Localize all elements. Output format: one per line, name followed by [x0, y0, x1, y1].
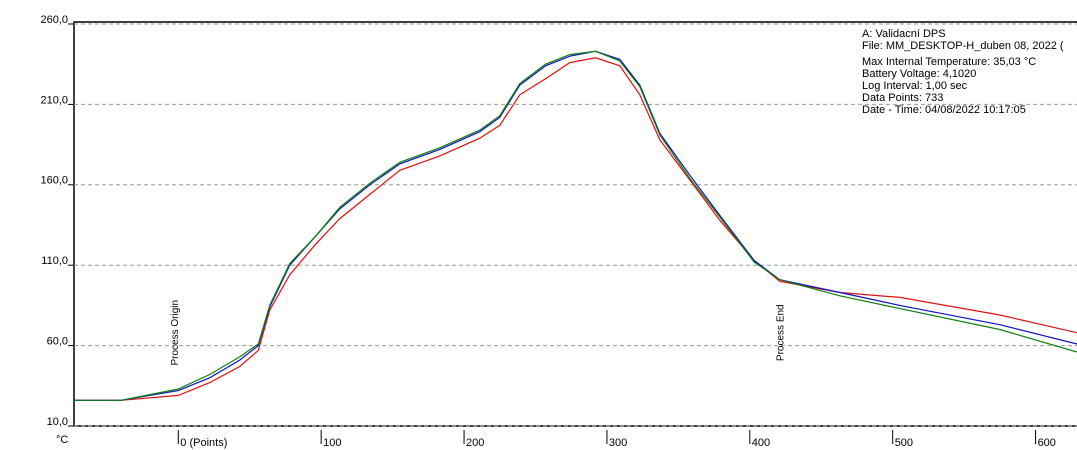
series-line: [74, 50, 1077, 401]
y-tick-label: 10,0: [47, 416, 68, 428]
y-tick-label: 60,0: [47, 336, 68, 348]
info-line: A: Validacní DPS: [862, 28, 946, 40]
info-line: Log Interval: 1,00 sec: [862, 80, 968, 92]
info-line: Date - Time: 04/08/2022 10:17:05: [862, 104, 1026, 116]
annotation: Process Origin: [170, 300, 181, 366]
x-tick-label: 200: [466, 437, 484, 449]
y-tick-label: 210,0: [40, 94, 68, 106]
info-line: Data Points: 733: [862, 92, 943, 104]
annotation: Process End: [776, 304, 787, 361]
series-line: [74, 50, 1077, 401]
y-tick-label: 260,0: [40, 14, 68, 26]
x-tick-label: 300: [609, 437, 627, 449]
x-tick-label: 500: [895, 437, 913, 449]
y-tick-label: 110,0: [41, 255, 68, 267]
info-line: Max Internal Temperature: 35,03 °C: [862, 56, 1036, 68]
y-tick-label: 160,0: [40, 175, 68, 187]
y-axis-label: °C: [56, 434, 68, 446]
x-tick-label: 0 (Points): [180, 437, 227, 449]
info-line: File: MM_DESKTOP-H_duben 08, 2022 (: [862, 40, 1064, 52]
x-tick-label: 400: [752, 437, 770, 449]
x-tick-label: 100: [323, 437, 341, 449]
info-line: Battery Voltage: 4,1020: [862, 68, 976, 80]
x-tick-label: 600: [1038, 437, 1056, 449]
